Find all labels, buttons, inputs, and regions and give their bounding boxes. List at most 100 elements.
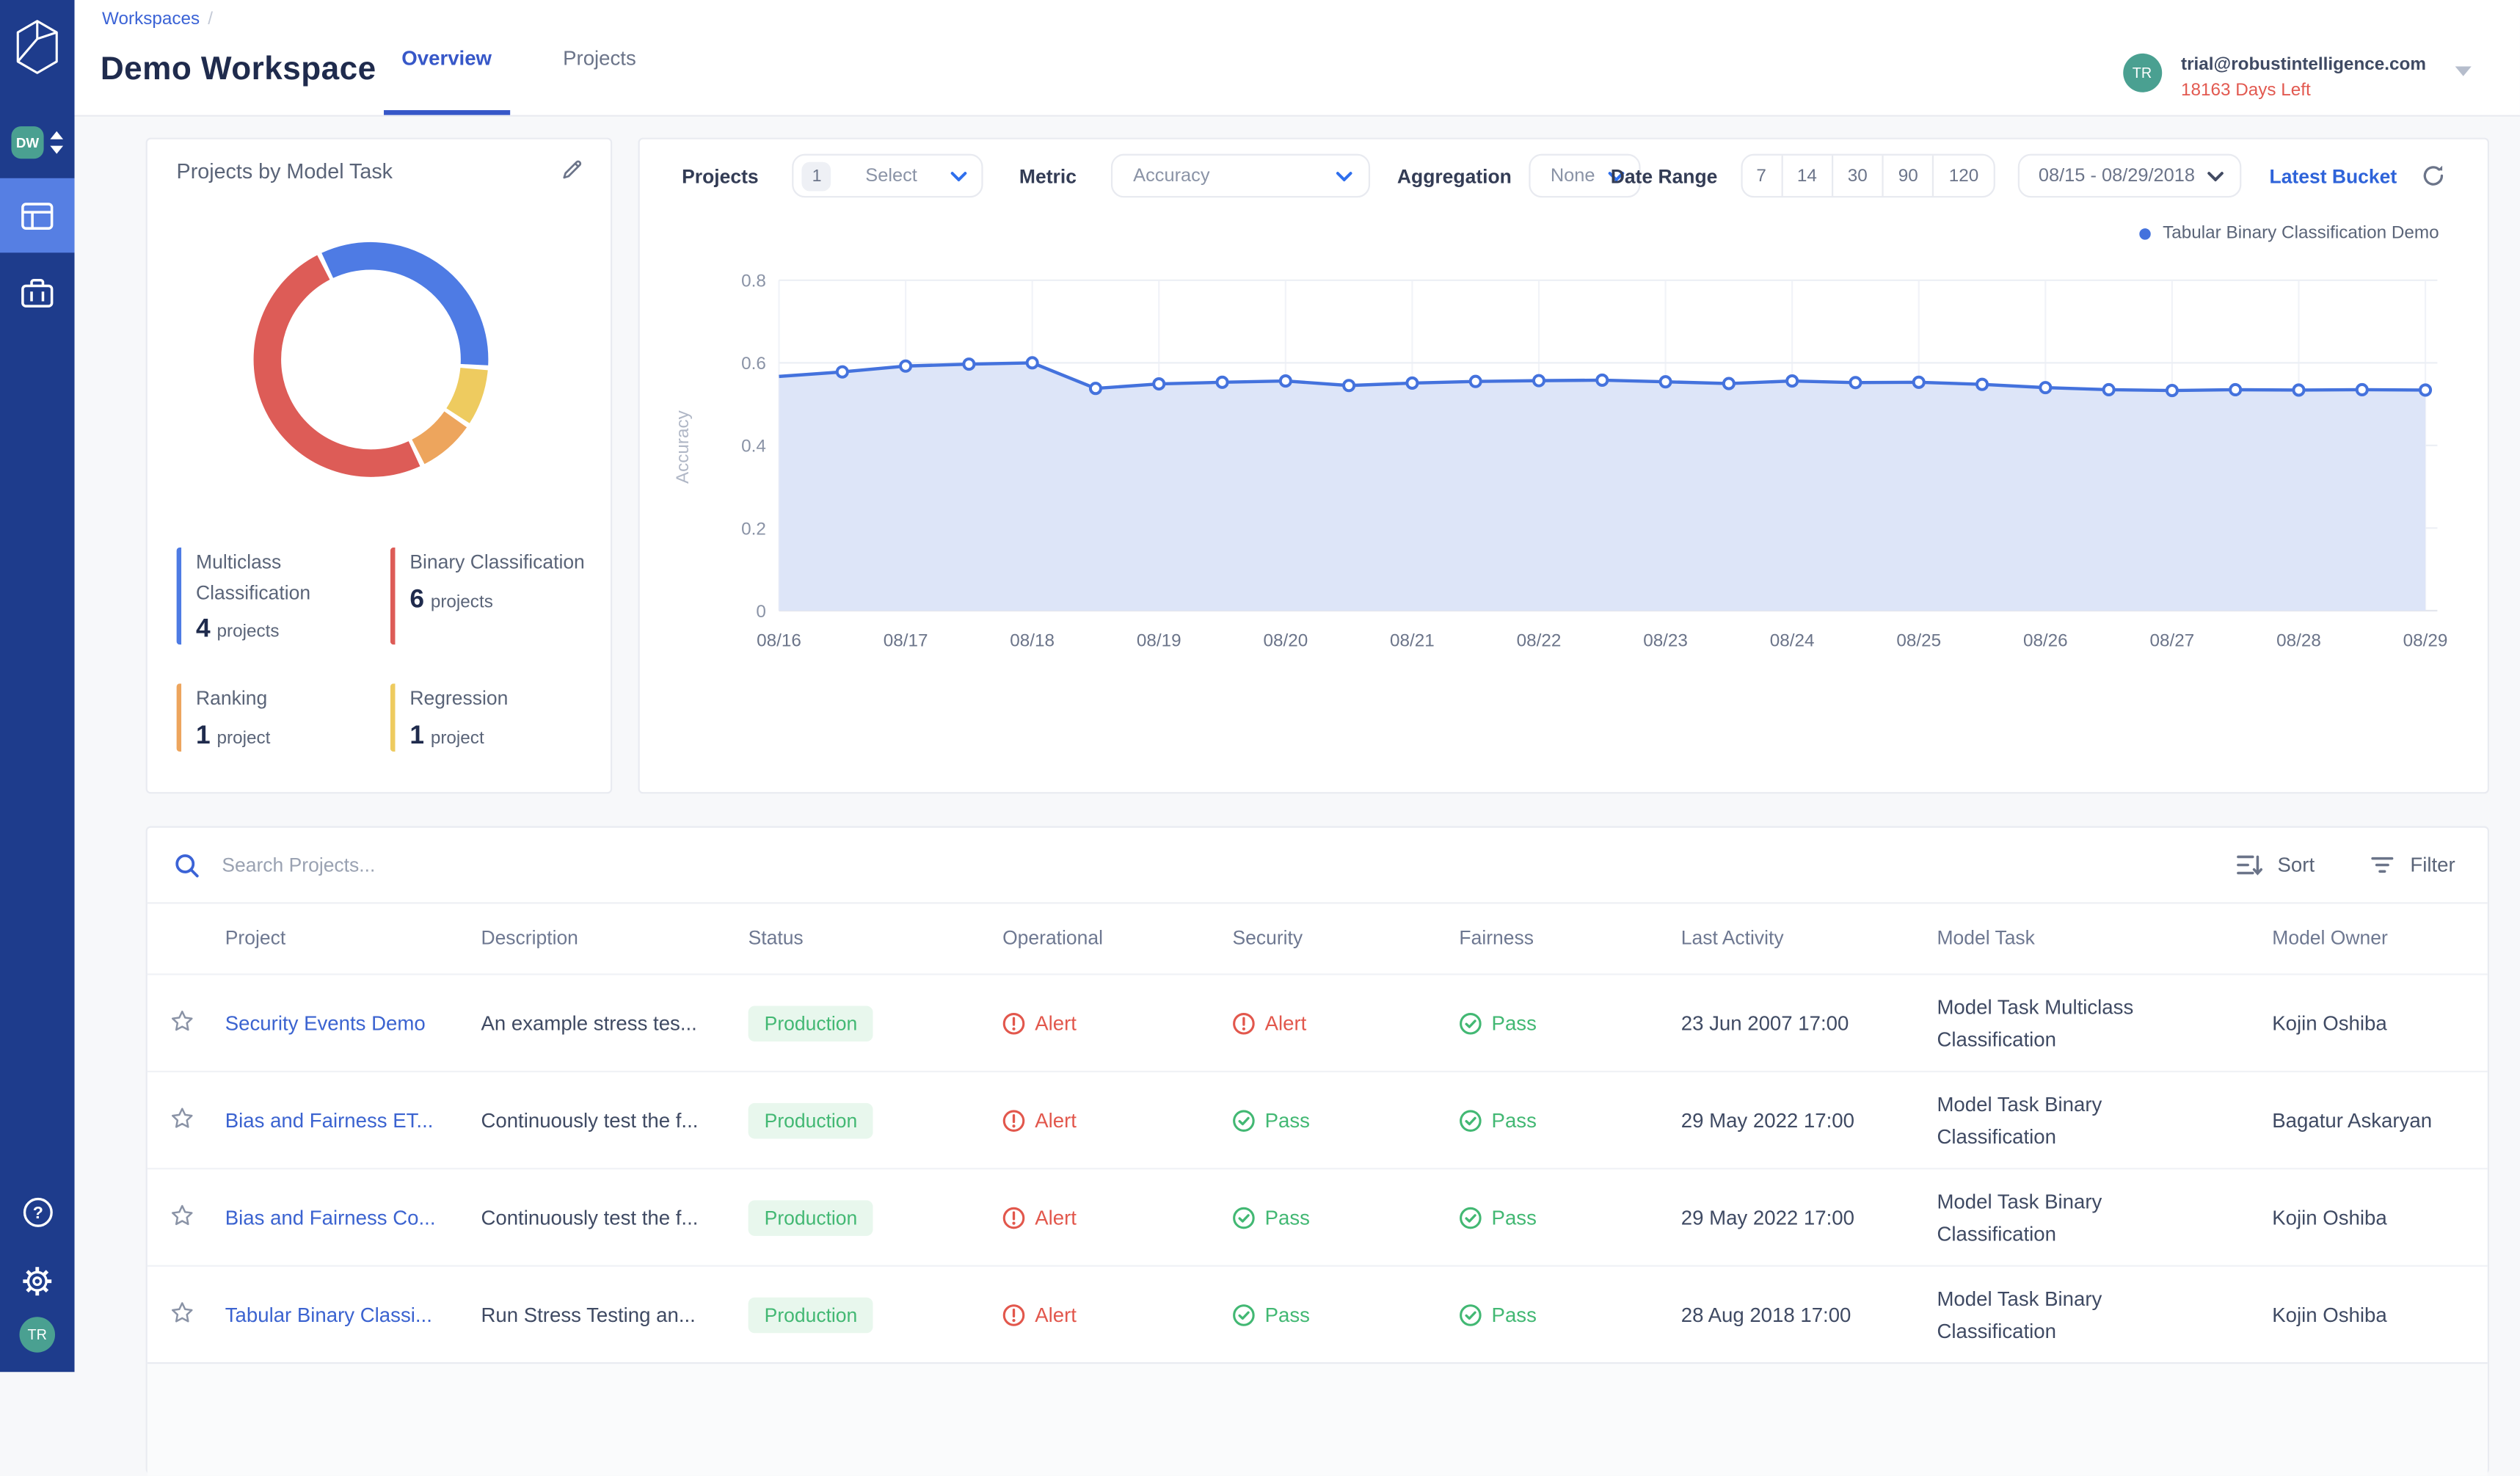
security-status: Pass (1232, 1206, 1459, 1229)
user-avatar[interactable]: TR (2122, 53, 2162, 92)
star-icon[interactable] (170, 1008, 194, 1033)
table-toolbar: Sort Filter (147, 828, 2488, 904)
col-project[interactable]: Project (225, 926, 286, 950)
status-badge: Production (748, 1296, 874, 1333)
svg-text:0.6: 0.6 (741, 354, 766, 374)
status-badge: Production (748, 1005, 874, 1041)
sidebar-user-avatar[interactable]: TR (19, 1317, 56, 1353)
status-badge: Production (748, 1199, 874, 1235)
table-row[interactable]: Tabular Binary Classi... Run Stress Test… (147, 1265, 2488, 1362)
page-header: Workspaces / Demo Workspace Overview Proj… (74, 0, 2520, 117)
date-preset-90[interactable]: 90 (1884, 155, 1934, 197)
date-range-label: Date Range (1610, 164, 1718, 187)
chevron-down-icon (2207, 171, 2224, 181)
sidebar-item-projects[interactable] (0, 256, 75, 331)
last-activity: 29 May 2022 17:00 (1680, 1108, 1854, 1132)
date-range-picker[interactable]: 08/15 - 08/29/2018 (2017, 153, 2243, 198)
metric-label: Metric (1019, 164, 1077, 187)
check-circle-icon (1233, 1304, 1255, 1326)
table-row[interactable]: Bias and Fairness Co... Continuously tes… (147, 1168, 2488, 1265)
donut-legend: Multiclass Classification 4 projects Bina… (176, 547, 591, 752)
col-security[interactable]: Security (1232, 926, 1303, 950)
legend-item-binary: Binary Classification 6 projects (390, 547, 591, 645)
sidebar-item-dashboard[interactable] (0, 178, 75, 253)
star-icon[interactable] (170, 1203, 194, 1227)
chevron-down-icon (1336, 171, 1352, 181)
table-footer-strip (147, 1362, 2488, 1476)
user-menu[interactable]: TR trial@robustintelligence.com 18163 Da… (2122, 53, 2472, 105)
project-link[interactable]: Bias and Fairness ET... (225, 1108, 434, 1132)
svg-text:08/23: 08/23 (1643, 631, 1688, 651)
fairness-status: Pass (1459, 1206, 1680, 1229)
col-last-activity[interactable]: Last Activity (1680, 926, 1784, 950)
workspace-switcher-icon[interactable] (50, 131, 64, 154)
security-status: Pass (1232, 1303, 1459, 1326)
fairness-status: Pass (1459, 1109, 1680, 1132)
svg-text:08/25: 08/25 (1896, 631, 1941, 651)
user-menu-caret-icon[interactable] (2455, 66, 2472, 76)
table-row[interactable]: Security Events Demo An example stress t… (147, 973, 2488, 1070)
alert-icon (1002, 1304, 1025, 1326)
project-description: Continuously test the f... (481, 1206, 699, 1229)
project-link[interactable]: Security Events Demo (225, 1011, 426, 1035)
sort-button[interactable]: Sort (2237, 852, 2315, 878)
filter-button[interactable]: Filter (2370, 852, 2455, 878)
col-status[interactable]: Status (748, 926, 804, 950)
workspace-badge[interactable]: DW (11, 126, 44, 159)
briefcase-icon (21, 279, 54, 308)
table-row[interactable]: Bias and Fairness ET... Continuously tes… (147, 1070, 2488, 1168)
search-input[interactable] (218, 851, 2237, 879)
tab-projects[interactable]: Projects (563, 46, 636, 69)
breadcrumb-workspaces-link[interactable]: Workspaces (102, 10, 200, 29)
svg-text:0: 0 (756, 602, 766, 622)
model-owner: Kojin Oshiba (2272, 1011, 2387, 1035)
gear-icon (23, 1266, 52, 1295)
col-model-task[interactable]: Model Task (1937, 926, 2035, 950)
series-legend-label: Tabular Binary Classification Demo (2163, 223, 2439, 244)
dashboard-icon (21, 202, 54, 229)
model-owner: Kojin Oshiba (2272, 1206, 2387, 1229)
security-status: Pass (1232, 1109, 1459, 1132)
project-link[interactable]: Tabular Binary Classi... (225, 1303, 432, 1326)
col-model-owner[interactable]: Model Owner (2272, 926, 2388, 950)
aggregation-label: Aggregation (1396, 164, 1512, 187)
projects-by-model-task-card: Projects by Model Task Multiclass Classi… (145, 137, 613, 794)
aggregation-select[interactable]: None (1529, 153, 1641, 198)
page-title: Demo Workspace (100, 51, 376, 88)
help-button[interactable]: ? (0, 1179, 75, 1244)
tab-overview[interactable]: Overview (384, 0, 510, 115)
check-circle-icon (1460, 1109, 1482, 1131)
project-link[interactable]: Bias and Fairness Co... (225, 1206, 436, 1229)
star-icon[interactable] (170, 1300, 194, 1324)
date-preset-120[interactable]: 120 (1948, 166, 1979, 186)
col-operational[interactable]: Operational (1002, 926, 1104, 950)
alert-icon (1233, 1011, 1255, 1034)
edit-icon[interactable] (561, 157, 585, 181)
col-description[interactable]: Description (481, 926, 578, 950)
security-status: Alert (1232, 1011, 1459, 1034)
metric-select[interactable]: Accuracy (1110, 153, 1370, 198)
project-description: Continuously test the f... (481, 1108, 699, 1132)
projects-label: Projects (682, 164, 759, 187)
model-task: Model Task Multiclass Classification (1937, 995, 2134, 1051)
star-icon[interactable] (170, 1105, 194, 1130)
svg-text:0.4: 0.4 (741, 437, 766, 457)
last-activity: 23 Jun 2007 17:00 (1680, 1011, 1849, 1035)
col-fairness[interactable]: Fairness (1459, 926, 1534, 950)
settings-button[interactable] (0, 1244, 75, 1317)
check-circle-icon (1233, 1109, 1255, 1131)
svg-text:08/28: 08/28 (2276, 631, 2321, 651)
robust-intelligence-logo-icon (16, 20, 58, 74)
projects-select[interactable]: 1 Select (792, 153, 984, 198)
date-preset-14[interactable]: 14 (1782, 155, 1833, 197)
operational-status: Alert (1002, 1011, 1232, 1034)
date-preset-7[interactable]: 7 (1742, 155, 1782, 197)
latest-bucket-link[interactable]: Latest Bucket (2269, 164, 2397, 187)
projects-count-badge: 1 (802, 161, 831, 191)
tab-bar: Overview Projects (384, 0, 654, 115)
last-activity: 29 May 2022 17:00 (1680, 1206, 1854, 1229)
legend-item-regression: Regression 1 project (390, 683, 591, 752)
refresh-icon[interactable] (2421, 164, 2445, 188)
project-description: Run Stress Testing an... (481, 1303, 696, 1326)
date-preset-30[interactable]: 30 (1833, 155, 1884, 197)
